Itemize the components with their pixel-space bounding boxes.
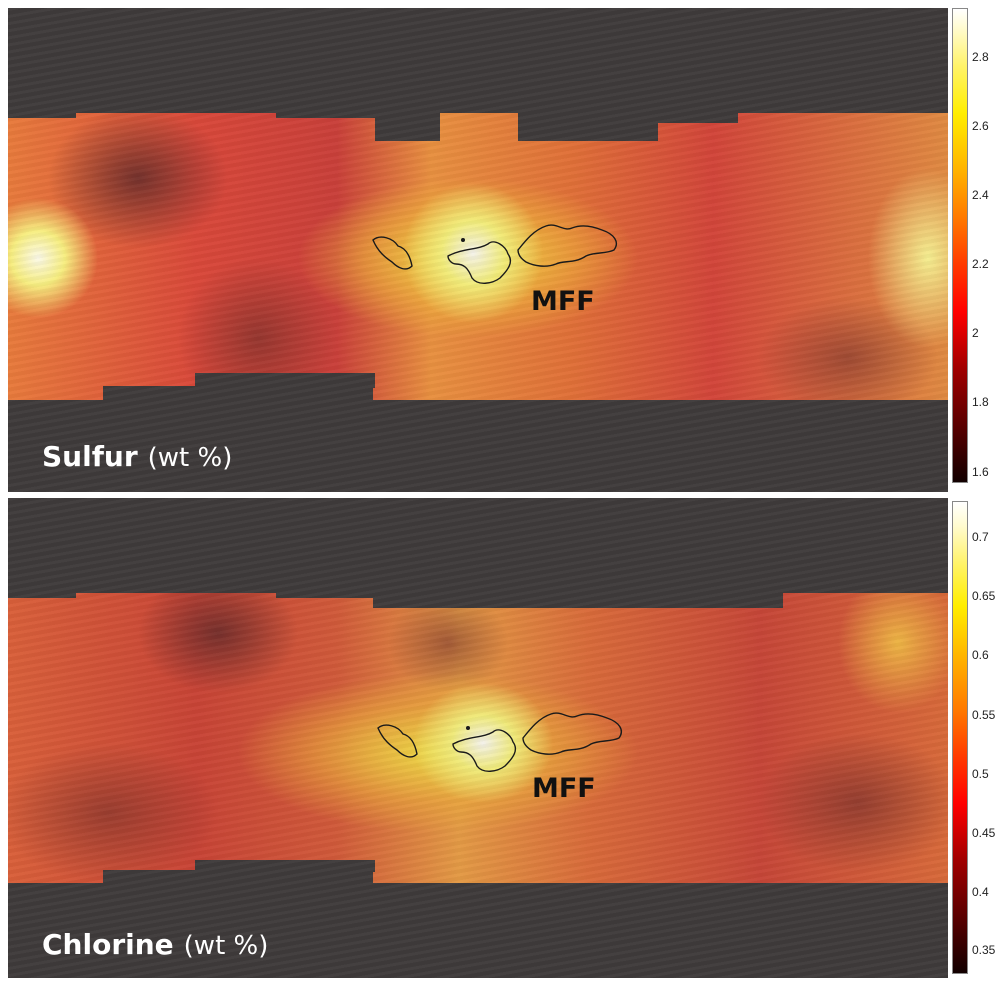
chlorine-heatmap [8, 583, 948, 888]
colorbar-tick: 0.4 [972, 885, 989, 899]
colorbar-tick: 0.55 [972, 708, 996, 722]
colorbar-tick: 0.65 [972, 589, 996, 603]
sulfur-map-panel: MFF Sulfur (wt %) [8, 8, 948, 492]
sulfur-heatmap [8, 108, 948, 408]
no-data-mask [375, 108, 440, 141]
element-name: Sulfur [42, 440, 138, 473]
mff-outline [372, 224, 618, 284]
chlorine-map-panel: MFF Chlorine (wt %) [8, 498, 948, 978]
colorbar-tick: 2.4 [972, 188, 989, 202]
unit-label: (wt %) [147, 443, 233, 473]
no-data-mask [195, 860, 375, 872]
no-data-mask [373, 588, 783, 608]
no-data-mask [8, 108, 76, 118]
mff-annotation: MFF [531, 286, 595, 317]
terrain-texture [8, 8, 948, 492]
no-data-mask [8, 498, 948, 593]
mff-outline [377, 712, 623, 772]
panel-divider [8, 492, 948, 498]
colorbar-tick: 2 [972, 326, 979, 340]
colorbar-tick: 2.2 [972, 257, 989, 271]
no-data-mask [103, 386, 373, 402]
colorbar-tick: 0.7 [972, 530, 989, 544]
no-data-mask [8, 8, 948, 113]
no-data-mask [8, 883, 948, 978]
colorbar-tick: 1.6 [972, 465, 989, 479]
no-data-mask [103, 870, 373, 885]
colorbar-tick: 0.6 [972, 648, 989, 662]
terrain-texture [8, 498, 948, 978]
element-name: Chlorine [42, 928, 174, 961]
chlorine-label: Chlorine (wt %) [42, 928, 268, 961]
colorbar-tick: 0.45 [972, 826, 996, 840]
no-data-mask [688, 598, 746, 608]
no-data-mask [195, 373, 375, 388]
no-data-mask [8, 588, 76, 598]
colorbar-tick: 0.35 [972, 943, 996, 957]
sulfur-label: Sulfur (wt %) [42, 440, 232, 473]
colorbar-tick: 0.5 [972, 767, 989, 781]
mff-annotation: MFF [532, 773, 596, 804]
no-data-mask [658, 108, 738, 123]
colorbar-tick: 2.6 [972, 119, 989, 133]
chlorine-colorbar [952, 501, 968, 974]
no-data-mask [518, 108, 658, 141]
no-data-mask [276, 108, 376, 118]
no-data-mask [8, 400, 948, 492]
colorbar-tick: 2.8 [972, 50, 989, 64]
sulfur-colorbar [952, 8, 968, 483]
no-data-mask [276, 588, 376, 598]
unit-label: (wt %) [183, 931, 269, 961]
colorbar-tick: 1.8 [972, 395, 989, 409]
